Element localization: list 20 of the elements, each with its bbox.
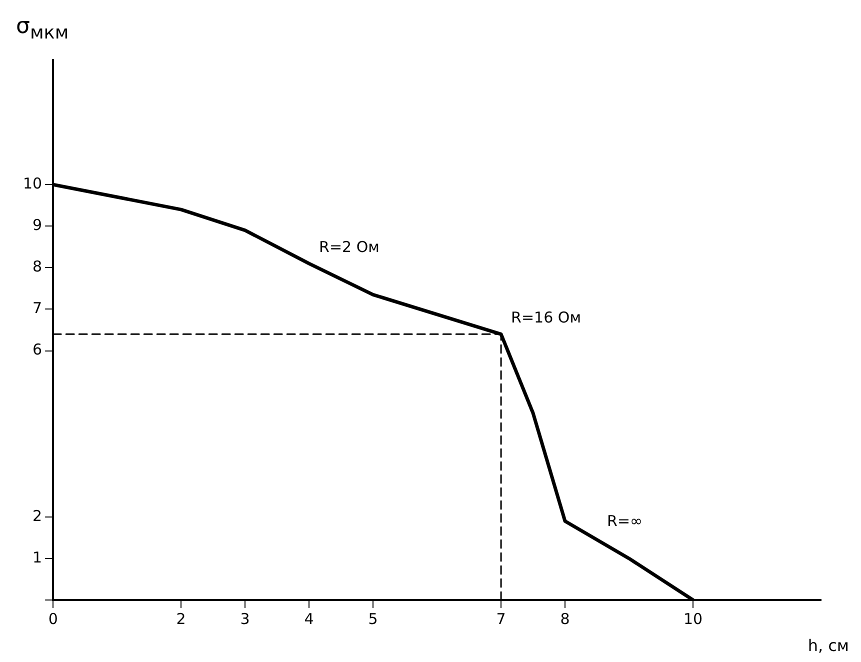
- x-tick-label: 5: [368, 610, 378, 628]
- y-tick-label: 8: [32, 258, 42, 276]
- y-tick-label: 2: [32, 506, 42, 525]
- annotation: R=2 Ом: [319, 238, 380, 256]
- annotation: R=16 Ом: [511, 308, 582, 327]
- x-tick-label: 0: [48, 610, 58, 628]
- y-axis-title: σ$_{мкм}$: [16, 14, 69, 44]
- x-tick-label: 3: [240, 610, 250, 628]
- y-tick-label: 1: [32, 548, 42, 566]
- y-tick-label: 10: [22, 174, 42, 193]
- x-tick-label: 10: [683, 610, 703, 628]
- y-tick-label: 6: [32, 340, 42, 359]
- x-tick-label: 8: [560, 610, 570, 628]
- x-axis-title: h, см: [808, 636, 849, 655]
- y-tick-label: 7: [32, 299, 42, 318]
- annotation: R=∞: [607, 512, 643, 530]
- y-tick-label: 9: [32, 216, 42, 234]
- x-tick-label: 7: [496, 610, 506, 628]
- x-tick-label: 2: [176, 610, 186, 628]
- x-tick-label: 4: [304, 610, 314, 628]
